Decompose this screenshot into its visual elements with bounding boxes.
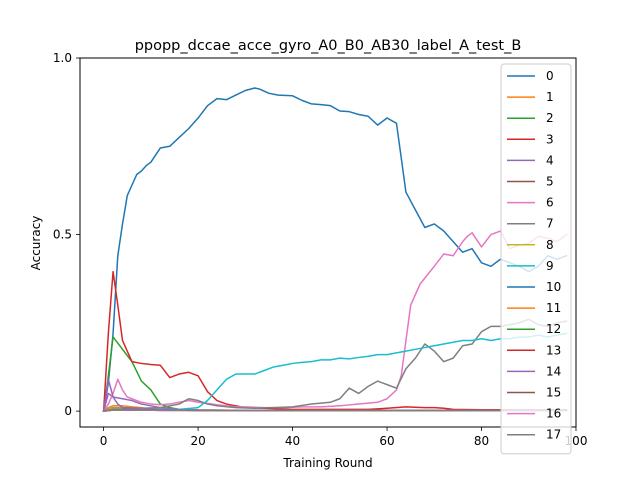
legend-label-4: 4 xyxy=(546,153,554,167)
legend-label-1: 1 xyxy=(546,90,554,104)
y-axis-label: Accuracy xyxy=(29,216,43,271)
legend-label-5: 5 xyxy=(546,175,554,189)
legend-label-14: 14 xyxy=(546,364,561,378)
x-tick-label: 40 xyxy=(285,434,300,448)
legend-label-2: 2 xyxy=(546,111,554,125)
series-line-17 xyxy=(104,410,567,411)
legend-label-15: 15 xyxy=(546,386,561,400)
y-tick-label: 0 xyxy=(64,404,72,418)
x-axis-label: Training Round xyxy=(282,456,372,470)
y-tick-label: 0.5 xyxy=(53,228,72,242)
legend-label-16: 16 xyxy=(546,407,561,421)
legend-label-17: 17 xyxy=(546,428,561,442)
x-tick-label: 80 xyxy=(474,434,489,448)
legend-label-7: 7 xyxy=(546,217,554,231)
legend-label-6: 6 xyxy=(546,196,554,210)
legend-label-3: 3 xyxy=(546,132,554,146)
x-tick-label: 20 xyxy=(190,434,205,448)
legend-label-8: 8 xyxy=(546,238,554,252)
legend-label-12: 12 xyxy=(546,322,561,336)
chart-title: ppopp_dccae_acce_gyro_A0_B0_AB30_label_A… xyxy=(135,38,522,54)
legend-label-0: 0 xyxy=(546,69,554,83)
legend-label-13: 13 xyxy=(546,343,561,357)
legend-label-10: 10 xyxy=(546,280,561,294)
x-tick-label: 0 xyxy=(100,434,108,448)
y-tick-label: 1.0 xyxy=(53,51,72,65)
x-tick-label: 60 xyxy=(379,434,394,448)
legend-label-9: 9 xyxy=(546,259,554,273)
legend-label-11: 11 xyxy=(546,301,561,315)
